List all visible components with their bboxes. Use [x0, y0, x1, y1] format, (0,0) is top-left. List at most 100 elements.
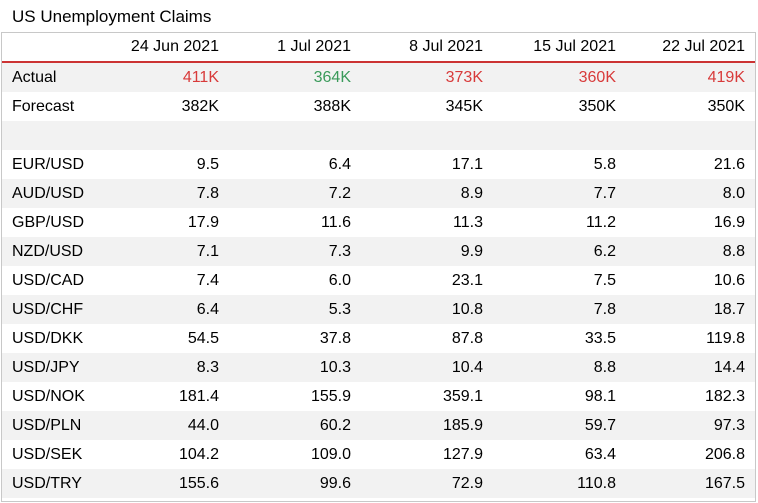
value-cell: 382K: [100, 92, 229, 121]
value-cell: 373K: [361, 62, 493, 92]
row-label: AUD/USD: [2, 179, 100, 208]
value-cell: 8.8: [493, 353, 626, 382]
value-cell: 185.9: [361, 411, 493, 440]
value-cell: 206.8: [626, 440, 755, 469]
value-cell: 14.4: [626, 353, 755, 382]
row-label: USD/PLN: [2, 411, 100, 440]
value-cell: 11.3: [361, 208, 493, 237]
value-cell: 63.4: [493, 440, 626, 469]
value-cell: 7.5: [493, 266, 626, 295]
value-cell: 17.1: [361, 150, 493, 179]
value-cell: 97.3: [626, 411, 755, 440]
actual-row: Actual 411K 364K 373K 360K 419K: [2, 62, 755, 92]
value-cell: 21.6: [626, 150, 755, 179]
row-label: USD/CHF: [2, 295, 100, 324]
value-cell: 155.9: [229, 382, 361, 411]
row-label: GBP/USD: [2, 208, 100, 237]
value-cell: 360K: [493, 62, 626, 92]
table-title: US Unemployment Claims: [12, 7, 212, 26]
value-cell: 18.7: [626, 295, 755, 324]
forecast-row: Forecast 382K 388K 345K 350K 350K: [2, 92, 755, 121]
value-cell: 11.2: [493, 208, 626, 237]
table-frame: [1, 32, 756, 502]
value-cell: 87.8: [361, 324, 493, 353]
spacer-row: [2, 121, 755, 150]
pair-row: GBP/USD 17.9 11.6 11.3 11.2 16.9: [2, 208, 755, 237]
column-header: 8 Jul 2021: [361, 33, 493, 63]
row-label: USD/NOK: [2, 382, 100, 411]
value-cell: 350K: [493, 92, 626, 121]
value-cell: 17.9: [100, 208, 229, 237]
column-header: 1 Jul 2021: [229, 33, 361, 63]
column-header: 15 Jul 2021: [493, 33, 626, 63]
value-cell: 6.4: [229, 150, 361, 179]
value-cell: 419K: [626, 62, 755, 92]
pair-row: USD/PLN 44.0 60.2 185.9 59.7 97.3: [2, 411, 755, 440]
value-cell: 8.9: [361, 179, 493, 208]
row-label: EUR/USD: [2, 150, 100, 179]
value-cell: 37.8: [229, 324, 361, 353]
value-cell: 10.4: [361, 353, 493, 382]
value-cell: 7.7: [493, 179, 626, 208]
value-cell: 33.5: [493, 324, 626, 353]
value-cell: 10.6: [626, 266, 755, 295]
value-cell: 44.0: [100, 411, 229, 440]
row-label: USD/TRY: [2, 469, 100, 498]
value-cell: 99.6: [229, 469, 361, 498]
value-cell: [229, 121, 361, 150]
value-cell: 364K: [229, 62, 361, 92]
value-cell: 5.3: [229, 295, 361, 324]
value-cell: 104.2: [100, 440, 229, 469]
value-cell: 350K: [626, 92, 755, 121]
value-cell: 60.2: [229, 411, 361, 440]
pair-row: USD/CAD 7.4 6.0 23.1 7.5 10.6: [2, 266, 755, 295]
pair-row: USD/NOK 181.4 155.9 359.1 98.1 182.3: [2, 382, 755, 411]
value-cell: 59.7: [493, 411, 626, 440]
value-cell: 167.5: [626, 469, 755, 498]
pair-row: USD/TRY 155.6 99.6 72.9 110.8 167.5: [2, 469, 755, 498]
value-cell: 54.5: [100, 324, 229, 353]
value-cell: 7.8: [100, 179, 229, 208]
row-label: USD/SEK: [2, 440, 100, 469]
value-cell: [100, 121, 229, 150]
value-cell: [493, 121, 626, 150]
header-blank: [2, 33, 100, 63]
value-cell: 16.9: [626, 208, 755, 237]
column-header: 22 Jul 2021: [626, 33, 755, 63]
pair-row: USD/DKK 54.5 37.8 87.8 33.5 119.8: [2, 324, 755, 353]
pair-row: USD/SEK 104.2 109.0 127.9 63.4 206.8: [2, 440, 755, 469]
pair-row: USD/JPY 8.3 10.3 10.4 8.8 14.4: [2, 353, 755, 382]
value-cell: 9.9: [361, 237, 493, 266]
pair-row: USD/CHF 6.4 5.3 10.8 7.8 18.7: [2, 295, 755, 324]
value-cell: 5.8: [493, 150, 626, 179]
column-header: 24 Jun 2021: [100, 33, 229, 63]
value-cell: 182.3: [626, 382, 755, 411]
value-cell: 9.5: [100, 150, 229, 179]
row-label: NZD/USD: [2, 237, 100, 266]
value-cell: 345K: [361, 92, 493, 121]
row-label: [2, 121, 100, 150]
value-cell: 7.3: [229, 237, 361, 266]
value-cell: 7.4: [100, 266, 229, 295]
pair-row: EUR/USD 9.5 6.4 17.1 5.8 21.6: [2, 150, 755, 179]
value-cell: 6.4: [100, 295, 229, 324]
value-cell: 8.3: [100, 353, 229, 382]
value-cell: 155.6: [100, 469, 229, 498]
value-cell: [626, 121, 755, 150]
value-cell: 8.8: [626, 237, 755, 266]
value-cell: 110.8: [493, 469, 626, 498]
value-cell: 11.6: [229, 208, 361, 237]
value-cell: 23.1: [361, 266, 493, 295]
value-cell: 388K: [229, 92, 361, 121]
value-cell: 181.4: [100, 382, 229, 411]
value-cell: 7.2: [229, 179, 361, 208]
value-cell: 98.1: [493, 382, 626, 411]
value-cell: 10.3: [229, 353, 361, 382]
value-cell: 411K: [100, 62, 229, 92]
row-label: Actual: [2, 62, 100, 92]
row-label: Forecast: [2, 92, 100, 121]
row-label: USD/DKK: [2, 324, 100, 353]
value-cell: 72.9: [361, 469, 493, 498]
row-label: USD/JPY: [2, 353, 100, 382]
claims-table: 24 Jun 2021 1 Jul 2021 8 Jul 2021 15 Jul…: [2, 33, 755, 498]
